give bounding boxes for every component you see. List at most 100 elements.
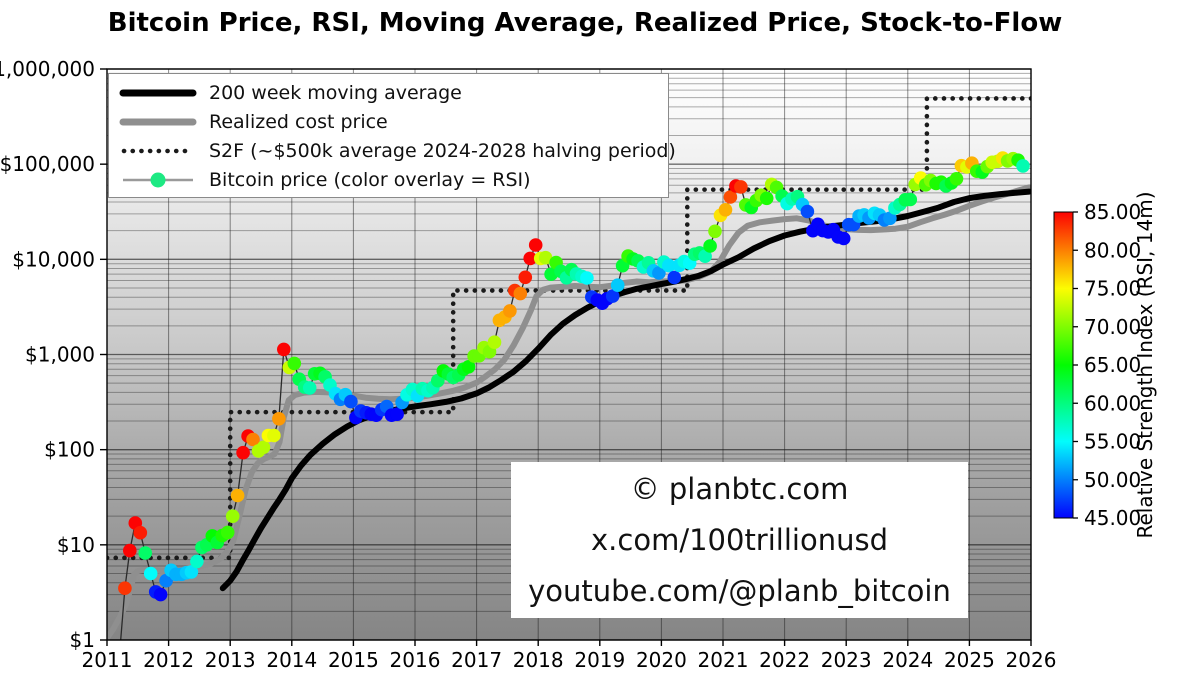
bitcoin-price-dot	[287, 356, 302, 371]
watermark: © planbtc.com x.com/100trillionusd youtu…	[511, 462, 968, 618]
bitcoin-price-dot	[123, 543, 137, 558]
bitcoin-price-dot	[190, 554, 204, 569]
x-tick-label: 2025	[944, 648, 995, 672]
bitcoin-price-dot	[230, 488, 245, 503]
bitcoin-price-dot	[652, 266, 666, 280]
bitcoin-price-dot	[236, 445, 250, 460]
bitcoin-price-dots	[118, 151, 1030, 602]
x-tick-label: 2019	[574, 648, 625, 672]
bitcoin-price-dot	[225, 509, 240, 523]
bitcoin-price-dot	[118, 581, 132, 595]
bitcoin-price-dot	[277, 342, 291, 357]
bitcoin-price-dot	[246, 432, 260, 447]
legend-item-label: 200 week moving average	[209, 81, 462, 104]
x-tick-label: 2021	[698, 648, 749, 672]
watermark-line-x: x.com/100trillionusd	[591, 523, 888, 557]
bitcoin-price-dot	[718, 203, 733, 217]
bitcoin-price-dot	[344, 394, 358, 409]
colorbar-tick-label: 60.00	[1084, 391, 1141, 415]
s2f-swatch-icon	[121, 148, 195, 153]
chart-title: Bitcoin Price, RSI, Moving Average, Real…	[107, 8, 1063, 38]
bitcoin-price-dot	[267, 428, 281, 443]
legend-item-s2f: S2F (~$500k average 2024-2028 halving pe…	[119, 136, 676, 165]
watermark-line-copyright: © planbtc.com	[630, 472, 849, 506]
moving-average-swatch-icon	[119, 89, 197, 96]
y-tick-label: $100	[44, 438, 95, 462]
bitcoin-price-dot	[708, 224, 722, 239]
s2f-line	[107, 96, 1031, 561]
x-tick-label: 2023	[821, 648, 872, 672]
x-tick-label: 2017	[451, 648, 502, 672]
x-tick-label: 2012	[143, 648, 194, 672]
y-tick-label: $100,000	[0, 152, 95, 176]
legend-item-realized-price: Realized cost price	[119, 107, 668, 136]
colorbar-tick-label: 65.00	[1084, 353, 1141, 377]
x-axis: 2011 2012 2013 2014 2015 2016 2017 2018 2019 2020…	[82, 640, 1057, 672]
y-tick-label: $1,000	[25, 343, 95, 367]
x-tick-label: 2013	[205, 648, 256, 672]
bitcoin-price-dot	[662, 258, 676, 273]
realized-price-swatch-icon	[119, 118, 197, 125]
colorbar-tick-label: 50.00	[1084, 468, 1141, 492]
bitcoin-price-dot	[518, 270, 533, 285]
bitcoin-price-dot	[184, 565, 199, 579]
bitcoin-price-dot	[836, 231, 851, 246]
bitcoin-price-dot	[153, 587, 168, 602]
bitcoin-price-dot	[302, 381, 317, 395]
legend-item-bitcoin-price: Bitcoin price (color overlay = RSI)	[119, 165, 668, 194]
bitcoin-price-dot	[523, 251, 537, 266]
bitcoin-price-dot	[605, 289, 620, 303]
x-tick-label: 2015	[328, 648, 379, 672]
bitcoin-price-dot	[138, 546, 152, 560]
bitcoin-price-swatch-icon	[123, 172, 193, 187]
bitcoin-price-dot	[159, 573, 173, 588]
bitcoin-price-dot	[580, 271, 594, 285]
x-tick-label: 2014	[266, 648, 317, 672]
colorbar: 85.00 80.00 75.00 70.00 65.00 60.00 55.00 50.00…	[1053, 191, 1157, 539]
colorbar-tick-label: 45.00	[1084, 506, 1141, 530]
bitcoin-price-dot	[461, 360, 476, 374]
bitcoin-price-dot	[698, 249, 712, 263]
bitcoin-price-dot	[143, 566, 158, 581]
y-tick-label: $1,000,000	[0, 57, 95, 81]
watermark-line-youtube: youtube.com/@planb_bitcoin	[528, 574, 951, 608]
bitcoin-price-dot	[538, 250, 553, 265]
colorbar-tick-label: 85.00	[1084, 200, 1141, 224]
bitcoin-price-dot	[528, 238, 543, 252]
bitcoin-price-dot	[487, 335, 502, 350]
bitcoin-price-dot	[503, 304, 517, 318]
bitcoin-price-dot	[667, 270, 682, 285]
colorbar-gradient	[1053, 211, 1074, 519]
x-tick-label: 2026	[1006, 648, 1057, 672]
x-tick-label: 2020	[636, 648, 687, 672]
legend-item-label: Bitcoin price (color overlay = RSI)	[209, 168, 531, 191]
x-tick-label: 2016	[390, 648, 441, 672]
legend-item-moving-average: 200 week moving average	[119, 78, 668, 107]
bitcoin-price-dot	[734, 180, 748, 194]
bitcoin-price-dot	[703, 239, 717, 253]
x-tick-label: 2022	[759, 648, 810, 672]
y-tick-label: $10	[57, 533, 95, 557]
bitcoin-price-dot	[133, 525, 148, 540]
bitcoin-price-dot	[949, 172, 964, 186]
colorbar-tick-label: 55.00	[1084, 430, 1141, 454]
legend: 200 week moving average Realized cost pr…	[108, 73, 676, 198]
y-tick-label: $10,000	[12, 247, 95, 271]
x-tick-label: 2018	[513, 648, 564, 672]
bitcoin-price-dot	[610, 278, 625, 293]
bitcoin-price-dot	[390, 407, 404, 422]
colorbar-tick-label: 70.00	[1084, 315, 1141, 339]
bitcoin-price-dot	[903, 192, 918, 207]
colorbar-axis-label: Relative Strength Index (RSI, 14m)	[1133, 191, 1157, 538]
legend-item-label: S2F (~$500k average 2024-2028 halving pe…	[209, 139, 676, 162]
y-axis: $1,000,000 $100,000 $10,000 $1,000 $100 $10 $1	[0, 57, 107, 652]
x-tick-label: 2011	[82, 648, 133, 672]
bitcoin-price-dot	[800, 204, 815, 219]
bitcoin-price-dot	[1016, 159, 1030, 173]
y-tick-label: $1	[70, 628, 95, 652]
x-tick-label: 2024	[882, 648, 933, 672]
bitcoin-price-dot	[220, 525, 235, 540]
bitcoin-price-dot	[256, 440, 271, 455]
legend-item-label: Realized cost price	[209, 110, 388, 133]
